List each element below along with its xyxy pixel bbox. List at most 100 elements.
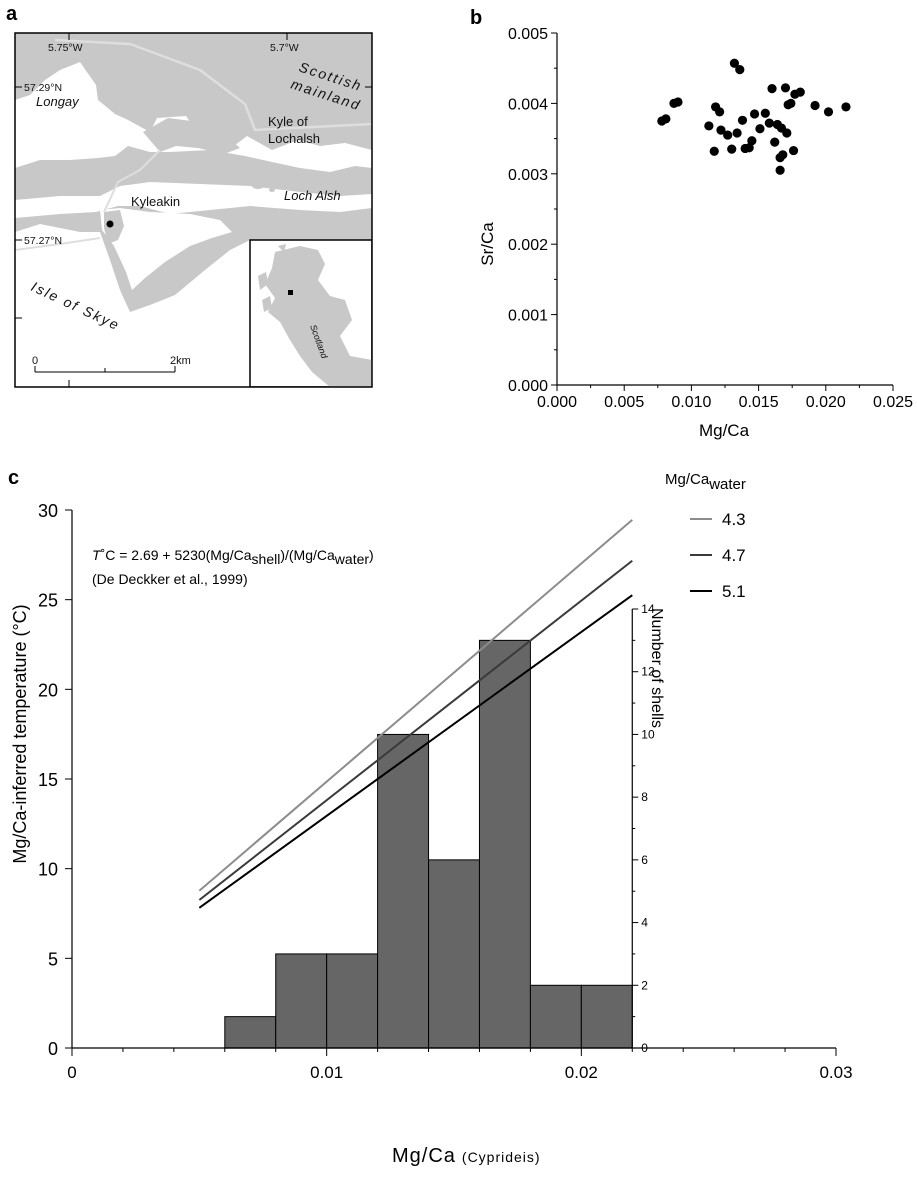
temperature-x-axis-label: Mg/Ca (Cyprideis) [392,1145,541,1167]
scatter-point [795,87,805,97]
series-line [198,559,633,901]
series-line [198,519,633,892]
location-map: 5.75°W 5.7°W 57.29°N 57.27°N Scottish ma… [14,32,373,388]
kyleakin-inlet [100,208,232,290]
scatter-y-tick-label: 0.005 [508,26,548,43]
temperature-x-tick-label: 0.02 [565,1063,598,1082]
scatter-point [823,107,834,117]
scatter-point [782,128,792,138]
road [103,149,161,213]
road [15,237,101,251]
histogram-y-tick-label: 4 [641,916,648,930]
temperature-y-tick-label: 5 [48,949,58,969]
map-frame [14,32,373,388]
scatter-point [749,109,760,119]
scatter-point [764,118,774,128]
panel-label-c: c [8,467,19,489]
lat-label-south: 57.27°N [24,235,62,247]
histogram-y-tick-label: 8 [641,790,648,804]
temperature-y-tick-label: 20 [38,680,58,700]
scatter-y-tick-label: 0.000 [508,378,548,395]
scatter-point [723,130,733,140]
histogram-y-tick-label: 6 [641,853,648,867]
histogram-bar [377,733,430,1049]
temperature-y-tick-label: 15 [38,770,58,790]
kyleakin-point [104,210,124,244]
scatter-point [716,125,726,135]
panel-label-b: b [470,7,482,29]
scatter-point [770,137,780,147]
scatter-point [727,144,737,154]
scatter-point [737,115,748,125]
histogram-bar [478,639,531,1049]
sample-site-marker [106,220,114,228]
histogram-bar [428,859,480,1049]
scatter-x-tick-label: 0.020 [806,394,846,411]
lon-label-west: 5.75°W [48,42,83,54]
scatter-x-axis-label: Mg/Ca [699,421,750,440]
histogram-bar [529,984,582,1049]
scale-label-end: 2km [170,355,191,367]
scatter-point [760,108,770,118]
histogram-bar [224,1016,277,1049]
islet [252,183,264,189]
histogram-y-tick-label: 12 [641,665,655,679]
label-kyleakin: Kyleakin [131,194,180,209]
scatter-point [775,165,785,175]
scatter-point [786,98,796,108]
temperature-y-axis-label: Mg/Ca-inferred temperature (°C) [10,604,30,863]
kyle-peninsula [143,118,240,154]
scatter-x-tick-label: 0.005 [604,394,644,411]
legend-label: 4.3 [722,510,746,529]
label-kyle-of: Kyle of [268,114,308,129]
temperature-y-tick-label: 0 [48,1039,58,1059]
scatter-point [755,124,765,134]
scatter-x-tick-label: 0.000 [537,394,577,411]
temperature-y-tick-label: 25 [38,591,58,611]
scatter-x-tick-label: 0.010 [671,394,711,411]
histogram-y-tick-label: 0 [641,1041,648,1055]
longay-island [102,72,126,98]
histogram-y-tick-label: 14 [641,602,655,616]
scatter-x-tick-label: 0.025 [873,394,913,411]
legend: 4.3 4.7 5.1 [690,510,746,601]
scatter-point [661,114,671,124]
scatter-point [732,128,742,138]
histogram-y-tick-label: 10 [641,727,655,741]
scatter-point [744,143,754,153]
islet [86,68,90,72]
lon-label-east: 5.7°W [270,42,299,54]
legend-label: 4.7 [722,546,746,565]
scatter-y-tick-label: 0.002 [508,237,548,254]
histogram-axis: 0 2 4 6 8 10 12 14 [224,602,655,1055]
scatter-chart: 0.000 0.005 0.010 0.015 0.020 0.025 0.000 0.001… [478,26,913,440]
scatter-point [767,84,777,94]
scatter-point [729,58,740,68]
temperature-x-tick-label: 0.01 [310,1063,343,1082]
inset-islands [258,244,286,312]
scatter-point [778,150,788,160]
equation-text: T˚C = 2.69 + 5230(Mg/Cashell)/(Mg/Cawate… [92,547,374,567]
loch-alsh-water [15,182,372,218]
mainland-land [15,33,372,152]
label-loch-alsh: Loch Alsh [284,188,341,203]
scatter-point [715,107,725,117]
histogram-bar [275,953,328,1049]
scatter-y-tick-label: 0.004 [508,96,548,113]
histogram-y-axis-label: Number of shells [648,608,665,728]
label-lochalsh: Lochalsh [268,131,320,146]
scatter-y-tick-label: 0.003 [508,167,548,184]
inset-site-marker [288,290,293,295]
scatter-point [747,136,757,146]
temperature-lines [198,519,633,909]
temperature-y-tick-label: 30 [38,501,58,521]
scatter-point [709,146,719,156]
panel-label-a: a [6,3,18,25]
scatter-point [704,121,714,131]
scatter-point [788,145,799,156]
scatter-point [810,100,820,111]
scatter-point [841,102,851,112]
legend-label: 5.1 [722,582,746,601]
scatter-point [735,65,745,75]
